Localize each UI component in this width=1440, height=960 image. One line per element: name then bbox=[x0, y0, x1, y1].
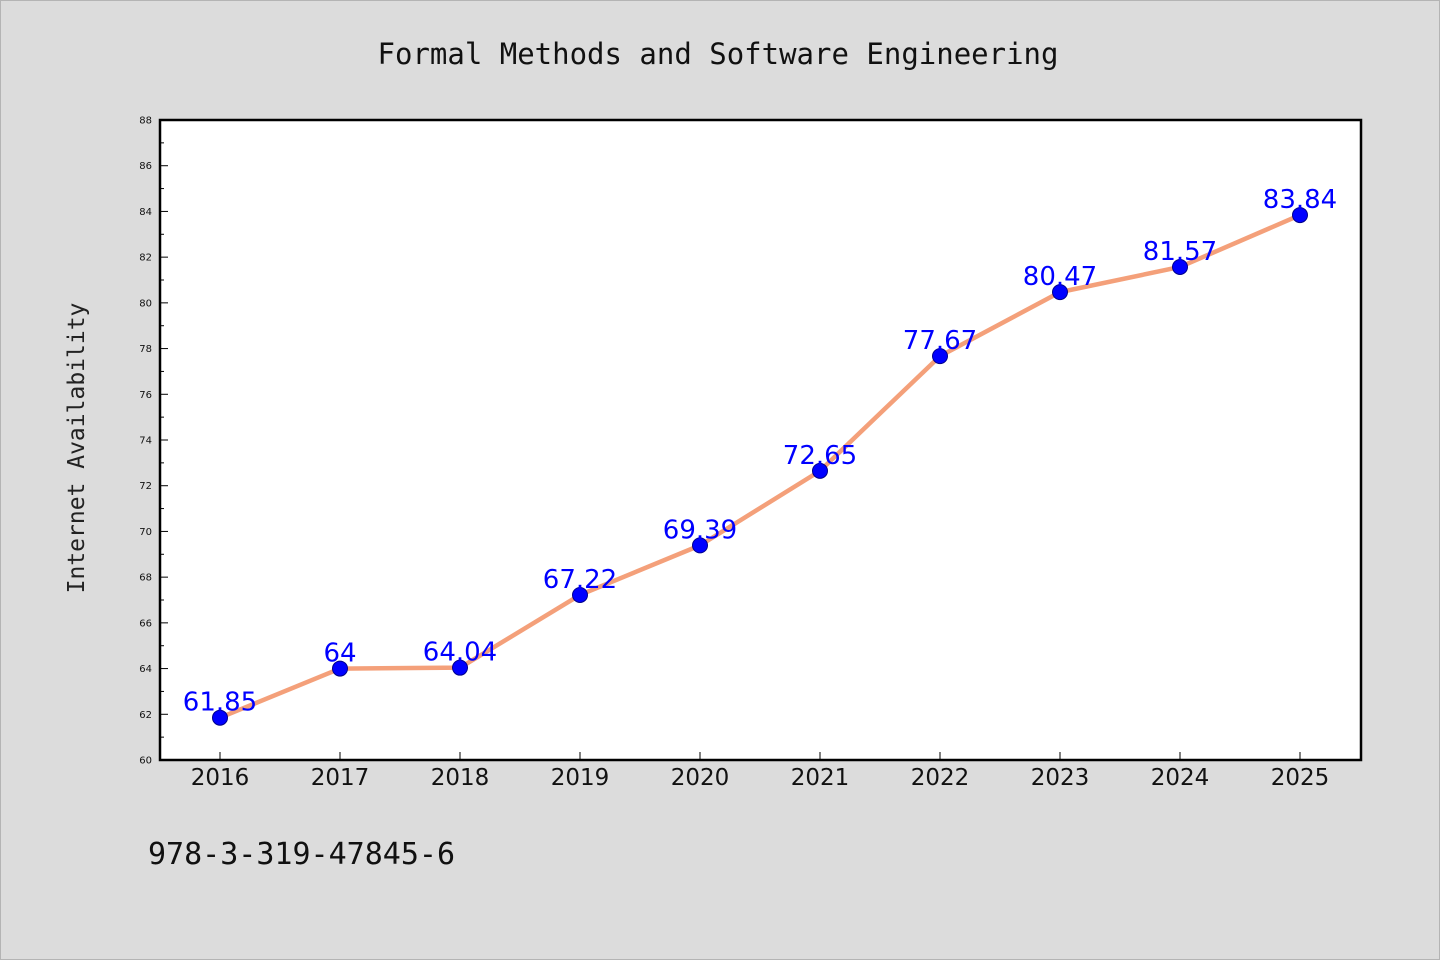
data-label: 77.67 bbox=[903, 326, 977, 356]
x-tick-label: 2024 bbox=[1151, 765, 1210, 791]
data-point bbox=[452, 659, 468, 676]
data-label: 81.57 bbox=[1143, 237, 1217, 267]
x-tick-label: 2022 bbox=[911, 765, 970, 791]
x-tick-label: 2020 bbox=[671, 765, 730, 791]
y-tick-label: 82 bbox=[139, 253, 152, 264]
y-tick-label: 62 bbox=[139, 710, 152, 721]
data-point bbox=[1172, 258, 1188, 275]
data-label: 83.84 bbox=[1263, 185, 1337, 215]
data-point bbox=[212, 709, 228, 726]
y-tick-label: 74 bbox=[139, 436, 152, 447]
y-axis: 60 62 64 66 68 70 72 74 76 78 80 82 84 86 88 bbox=[139, 116, 168, 767]
data-label: 64 bbox=[323, 639, 356, 669]
data-label: 61.85 bbox=[183, 688, 257, 718]
y-tick-label: 86 bbox=[139, 161, 152, 172]
y-tick-label: 80 bbox=[139, 298, 152, 309]
data-point bbox=[692, 537, 708, 554]
data-label: 69.39 bbox=[663, 515, 737, 545]
data-point bbox=[1292, 207, 1308, 224]
x-tick-label: 2021 bbox=[791, 765, 850, 791]
y-tick-label: 78 bbox=[139, 344, 152, 355]
data-label: 80.47 bbox=[1023, 262, 1097, 292]
x-tick-label: 2017 bbox=[311, 765, 370, 791]
y-tick-label: 76 bbox=[139, 390, 152, 401]
data-point bbox=[1052, 284, 1068, 301]
series-markers bbox=[212, 207, 1308, 726]
y-tick-label: 64 bbox=[139, 664, 152, 675]
data-label: 64.04 bbox=[423, 638, 497, 668]
x-tick-label: 2025 bbox=[1271, 765, 1330, 791]
x-tick-label: 2018 bbox=[431, 765, 490, 791]
data-label: 67.22 bbox=[543, 565, 617, 595]
y-tick-label: 66 bbox=[139, 618, 152, 629]
chart-title: Formal Methods and Software Engineering bbox=[378, 37, 1059, 71]
x-tick-label: 2019 bbox=[551, 765, 610, 791]
plot-area bbox=[158, 118, 1363, 762]
y-tick-label: 60 bbox=[139, 756, 152, 767]
series-line bbox=[217, 212, 1303, 720]
x-tick-label: 2016 bbox=[191, 765, 250, 791]
data-labels: 61.85 64 64.04 67.22 69.39 72.65 77.67 80.47 81.… bbox=[183, 185, 1337, 718]
data-point bbox=[812, 462, 828, 479]
x-axis: 2016 2017 2018 2019 2020 2021 2022 2023 2024 2025 bbox=[191, 752, 1330, 791]
y-tick-label: 84 bbox=[139, 207, 152, 218]
y-tick-label: 88 bbox=[139, 116, 152, 127]
y-tick-label: 68 bbox=[139, 573, 152, 584]
data-point bbox=[572, 586, 588, 603]
data-label: 72.65 bbox=[783, 441, 857, 471]
y-tick-label: 70 bbox=[139, 527, 152, 538]
data-point bbox=[332, 660, 348, 677]
y-tick-label: 72 bbox=[139, 481, 152, 492]
y-axis-label: Internet Availability bbox=[64, 303, 90, 594]
x-tick-label: 2023 bbox=[1031, 765, 1090, 791]
data-point bbox=[932, 348, 948, 365]
footer-isbn: 978-3-319-47845-6 bbox=[148, 837, 455, 872]
